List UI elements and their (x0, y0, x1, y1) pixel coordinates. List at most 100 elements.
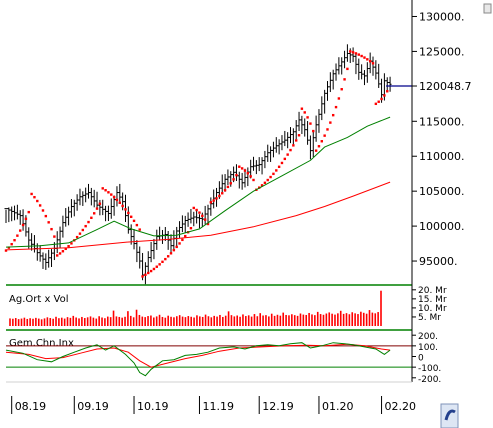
volume-bar (368, 310, 371, 326)
sar-dot (115, 198, 119, 202)
sar-dot (67, 245, 70, 248)
volume-bar (374, 313, 377, 326)
volume-bar (337, 313, 339, 326)
volume-bar (176, 316, 178, 326)
volume-bar (147, 316, 149, 326)
volume-bar (354, 313, 356, 326)
volume-bar (282, 312, 285, 326)
sar-dot (275, 169, 278, 172)
volume-bar (170, 316, 172, 326)
sar-dot (226, 185, 230, 189)
volume-bar (339, 310, 342, 326)
volume-bar (322, 314, 325, 326)
volume-bar (199, 316, 201, 326)
price-axis: 130000. 125000. 120048.7 115000. 110000. 1050… (412, 10, 472, 268)
volume-bar (311, 314, 313, 326)
price-tick-label: 130000. (419, 10, 465, 23)
volume-bar (331, 313, 333, 326)
volume-bar (371, 312, 374, 326)
moving-average-lines (5, 85, 412, 251)
volume-bar (357, 314, 359, 326)
volume-bar (210, 317, 213, 326)
sar-dot (178, 242, 181, 245)
price-tick-label: 120048.7 (419, 80, 472, 93)
sar-dot (280, 161, 284, 165)
sar-dot (24, 217, 28, 221)
volume-bar (302, 314, 305, 326)
volume-bar (173, 317, 175, 326)
volume-bar (227, 311, 230, 326)
momentum-panel: Gem.Chn.Inx 200.100.0-100.-200. (5, 332, 441, 385)
volume-bar (190, 316, 192, 326)
volume-bar (181, 316, 184, 326)
sar-dot (349, 50, 352, 53)
sar-dot (263, 181, 267, 184)
volume-bar (115, 316, 118, 326)
volume-bar (270, 313, 273, 326)
sar-dot (138, 228, 141, 231)
volume-bar (365, 313, 368, 326)
sar-dot (317, 145, 321, 148)
volume-bar (245, 316, 247, 326)
sar-dot (297, 134, 301, 137)
sar-dot (78, 232, 82, 235)
volume-bar (291, 314, 293, 326)
volume-tick-label: 20. Mr (418, 286, 447, 296)
sar-dot (203, 218, 207, 221)
sar-dot (112, 195, 116, 199)
sar-dot (283, 157, 287, 161)
volume-bar (250, 316, 253, 326)
price-series (4, 44, 392, 285)
volume-bar (233, 316, 236, 326)
volume-bar (118, 316, 121, 326)
sar-dot (101, 187, 104, 190)
date-tick-label: 02.20 (385, 400, 417, 413)
volume-bar (89, 316, 92, 326)
sar-dot (329, 121, 332, 124)
sar-dot (16, 234, 19, 237)
sar-dot (320, 140, 324, 143)
sar-dot (289, 148, 292, 152)
volume-bar (377, 312, 379, 326)
sar-dot (155, 265, 158, 268)
volume-bar (213, 315, 215, 326)
scroll-corner-icon (483, 3, 492, 14)
volume-bar (256, 316, 259, 326)
sar-dot (249, 175, 252, 178)
volume-bar (265, 315, 267, 326)
sar-dot (314, 149, 318, 152)
sar-dot (272, 172, 275, 176)
momentum-tick-label: 200. (418, 332, 438, 342)
volume-bar (222, 316, 224, 326)
price-tick-label: 125000. (419, 45, 465, 58)
date-tick-label: 01.20 (322, 400, 354, 413)
sar-dot (10, 242, 13, 246)
volume-bar (161, 316, 164, 326)
parabolic-sar-series (4, 50, 389, 278)
volume-bar (216, 316, 218, 326)
sar-dot (292, 144, 295, 147)
sar-dot (53, 235, 56, 238)
sar-dot (238, 165, 241, 168)
volume-bar (69, 317, 72, 326)
sar-dot (81, 228, 85, 232)
volume-bar (293, 315, 296, 326)
volume-bar (178, 315, 181, 326)
sar-dot (161, 260, 164, 264)
volume-bar (106, 316, 109, 326)
volume-bar (40, 319, 43, 326)
volume-bar (345, 313, 348, 326)
sar-dot (209, 201, 213, 204)
price-tick-label: 100000. (419, 220, 465, 233)
sar-dot (195, 208, 198, 212)
volume-bar (46, 317, 49, 326)
sar-dot (201, 214, 204, 218)
volume-bar (55, 316, 57, 326)
volume-bar (207, 316, 210, 326)
price-tick-label: 110000. (419, 150, 465, 163)
sar-dot (360, 54, 363, 58)
volume-bar (43, 318, 46, 326)
sar-dot (306, 116, 309, 119)
sar-dot (104, 189, 107, 192)
